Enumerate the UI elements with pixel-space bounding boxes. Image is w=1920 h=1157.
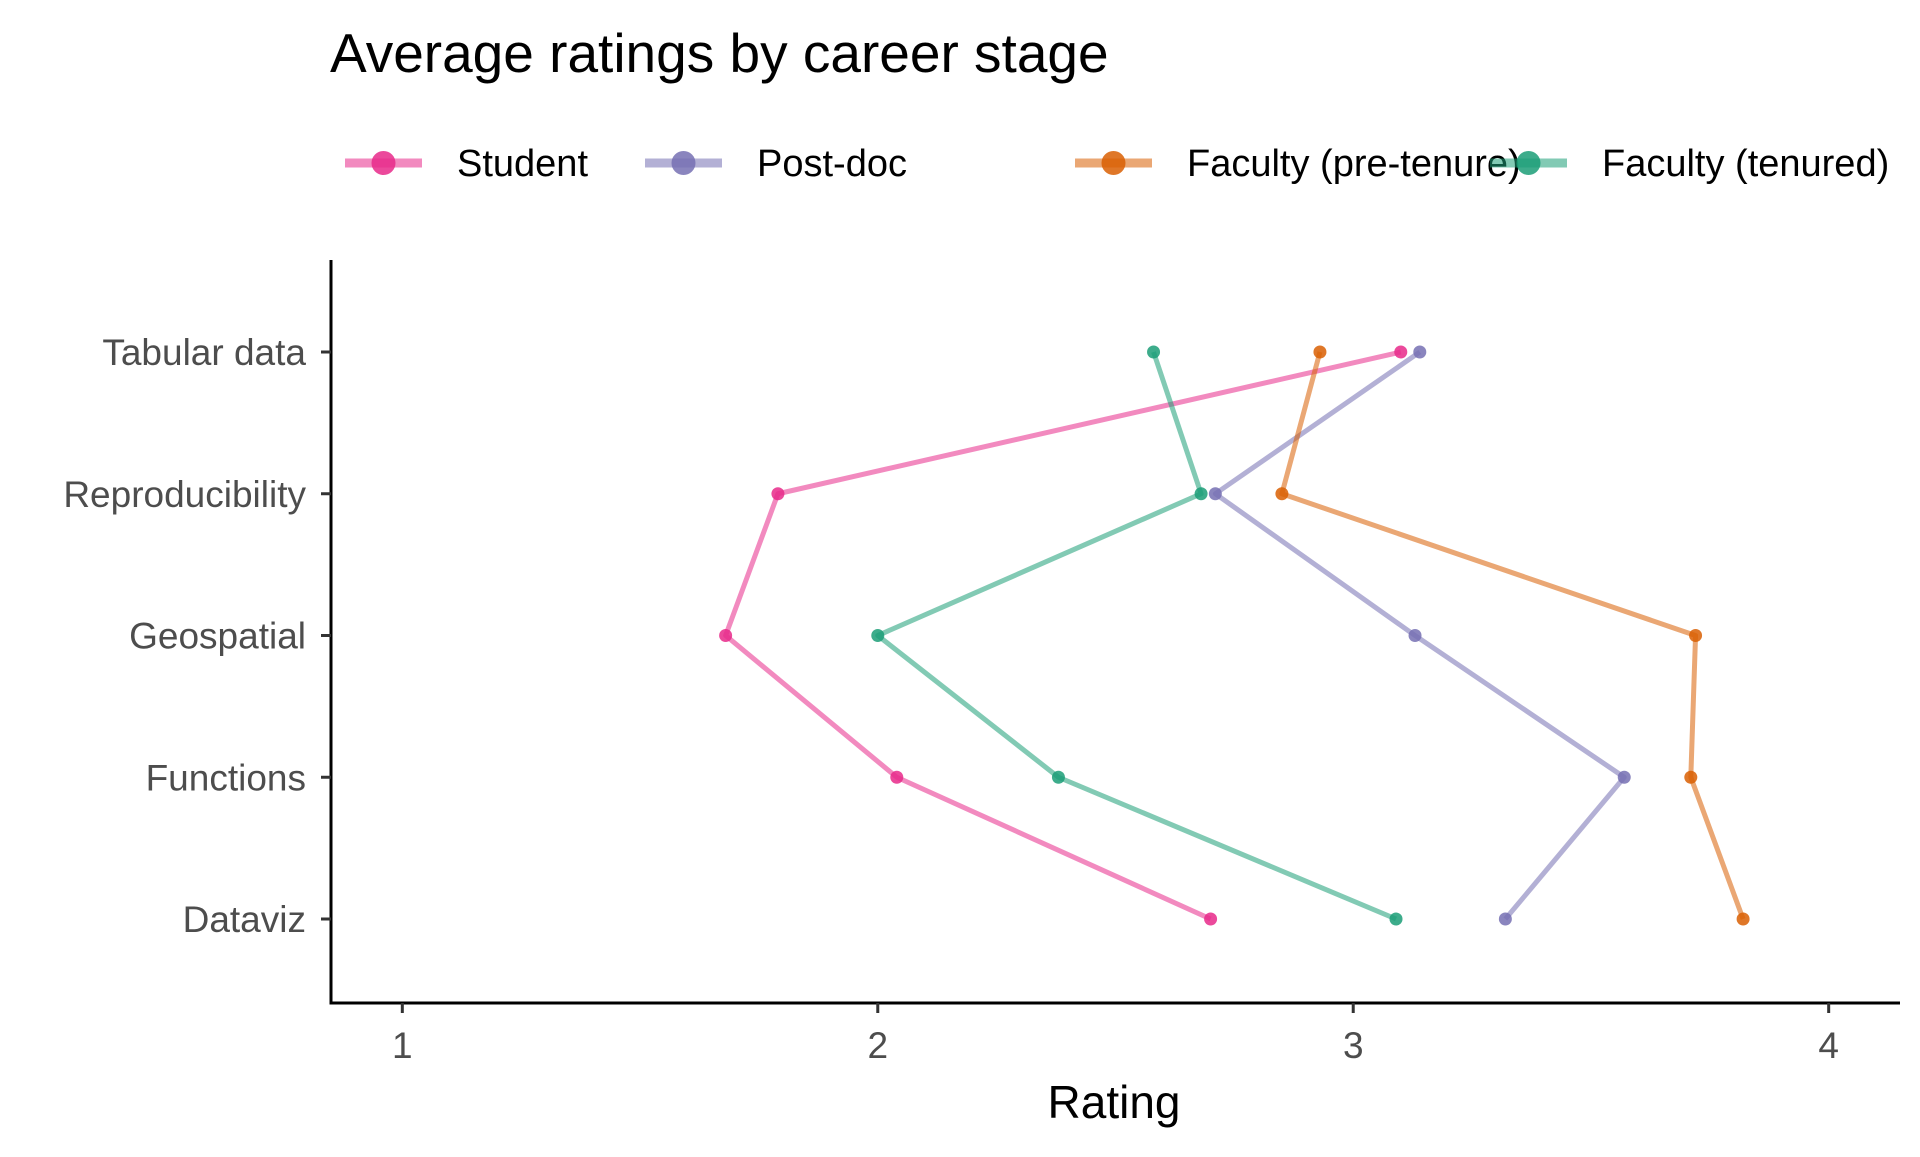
data-point-post-doc-geospatial bbox=[1408, 629, 1422, 642]
data-point-faculty-pre-tenure-functions bbox=[1684, 770, 1698, 784]
y-tick-label-functions: Functions bbox=[146, 757, 306, 798]
legend-swatch-point-faculty-tenured bbox=[1516, 151, 1541, 175]
y-tick-label-dataviz: Dataviz bbox=[183, 899, 306, 940]
data-point-student-reproducibility bbox=[771, 487, 785, 501]
data-point-post-doc-tabular-data bbox=[1413, 345, 1427, 359]
legend-item-faculty-pre-tenure: Faculty (pre-tenure) bbox=[1075, 143, 1521, 185]
axes-layer: Tabular data Reproducibility Geospatial Fun… bbox=[63, 260, 1900, 1066]
data-point-faculty-tenured-reproducibility bbox=[1194, 487, 1208, 501]
data-point-student-tabular-data bbox=[1394, 345, 1408, 359]
data-point-faculty-tenured-dataviz bbox=[1389, 912, 1403, 926]
x-tick-label-4: 4 bbox=[1818, 1025, 1839, 1066]
data-point-post-doc-reproducibility bbox=[1208, 487, 1222, 501]
data-point-faculty-tenured-geospatial bbox=[871, 629, 885, 642]
legend-label-faculty-tenured: Faculty (tenured) bbox=[1602, 143, 1889, 185]
x-tick-label-2: 2 bbox=[867, 1025, 888, 1066]
legend-swatch-point-faculty-pre-tenure bbox=[1101, 151, 1126, 175]
x-tick-label-3: 3 bbox=[1343, 1025, 1364, 1066]
data-point-faculty-tenured-tabular-data bbox=[1147, 345, 1161, 359]
legend-label-student: Student bbox=[457, 143, 588, 185]
legend-label-faculty-pre-tenure: Faculty (pre-tenure) bbox=[1187, 143, 1521, 185]
data-point-faculty-pre-tenure-dataviz bbox=[1736, 912, 1750, 926]
y-tick-label-tabular-data: Tabular data bbox=[102, 332, 306, 373]
legend-item-post-doc: Post-doc bbox=[645, 143, 907, 185]
series-layer bbox=[719, 345, 1750, 926]
data-point-student-dataviz bbox=[1204, 912, 1218, 926]
y-tick-label-geospatial: Geospatial bbox=[129, 616, 306, 657]
data-point-post-doc-dataviz bbox=[1498, 912, 1512, 926]
y-tick-label-reproducibility: Reproducibility bbox=[63, 474, 306, 515]
legend-swatch-point-student bbox=[371, 151, 396, 175]
data-point-student-geospatial bbox=[719, 629, 733, 642]
x-tick-label-1: 1 bbox=[392, 1025, 413, 1066]
legend-item-student: Student bbox=[345, 143, 588, 185]
data-point-faculty-pre-tenure-reproducibility bbox=[1275, 487, 1289, 501]
data-point-faculty-tenured-functions bbox=[1051, 770, 1065, 784]
legend-label-post-doc: Post-doc bbox=[757, 143, 907, 185]
data-point-faculty-pre-tenure-tabular-data bbox=[1313, 345, 1327, 359]
x-axis-title: Rating bbox=[1048, 1076, 1181, 1128]
data-point-student-functions bbox=[890, 770, 904, 784]
data-point-post-doc-functions bbox=[1617, 770, 1631, 784]
legend-item-faculty-tenured: Faculty (tenured) bbox=[1490, 143, 1889, 185]
legend: Student Post-doc Faculty (pre-tenure) Facul… bbox=[345, 143, 1889, 185]
data-point-faculty-pre-tenure-geospatial bbox=[1689, 629, 1703, 642]
legend-swatch-point-post-doc bbox=[671, 151, 696, 175]
chart-title: Average ratings by career stage bbox=[330, 22, 1109, 84]
series-line-faculty-tenured bbox=[875, 351, 1397, 922]
series-line-faculty-pre-tenure bbox=[1279, 351, 1746, 920]
